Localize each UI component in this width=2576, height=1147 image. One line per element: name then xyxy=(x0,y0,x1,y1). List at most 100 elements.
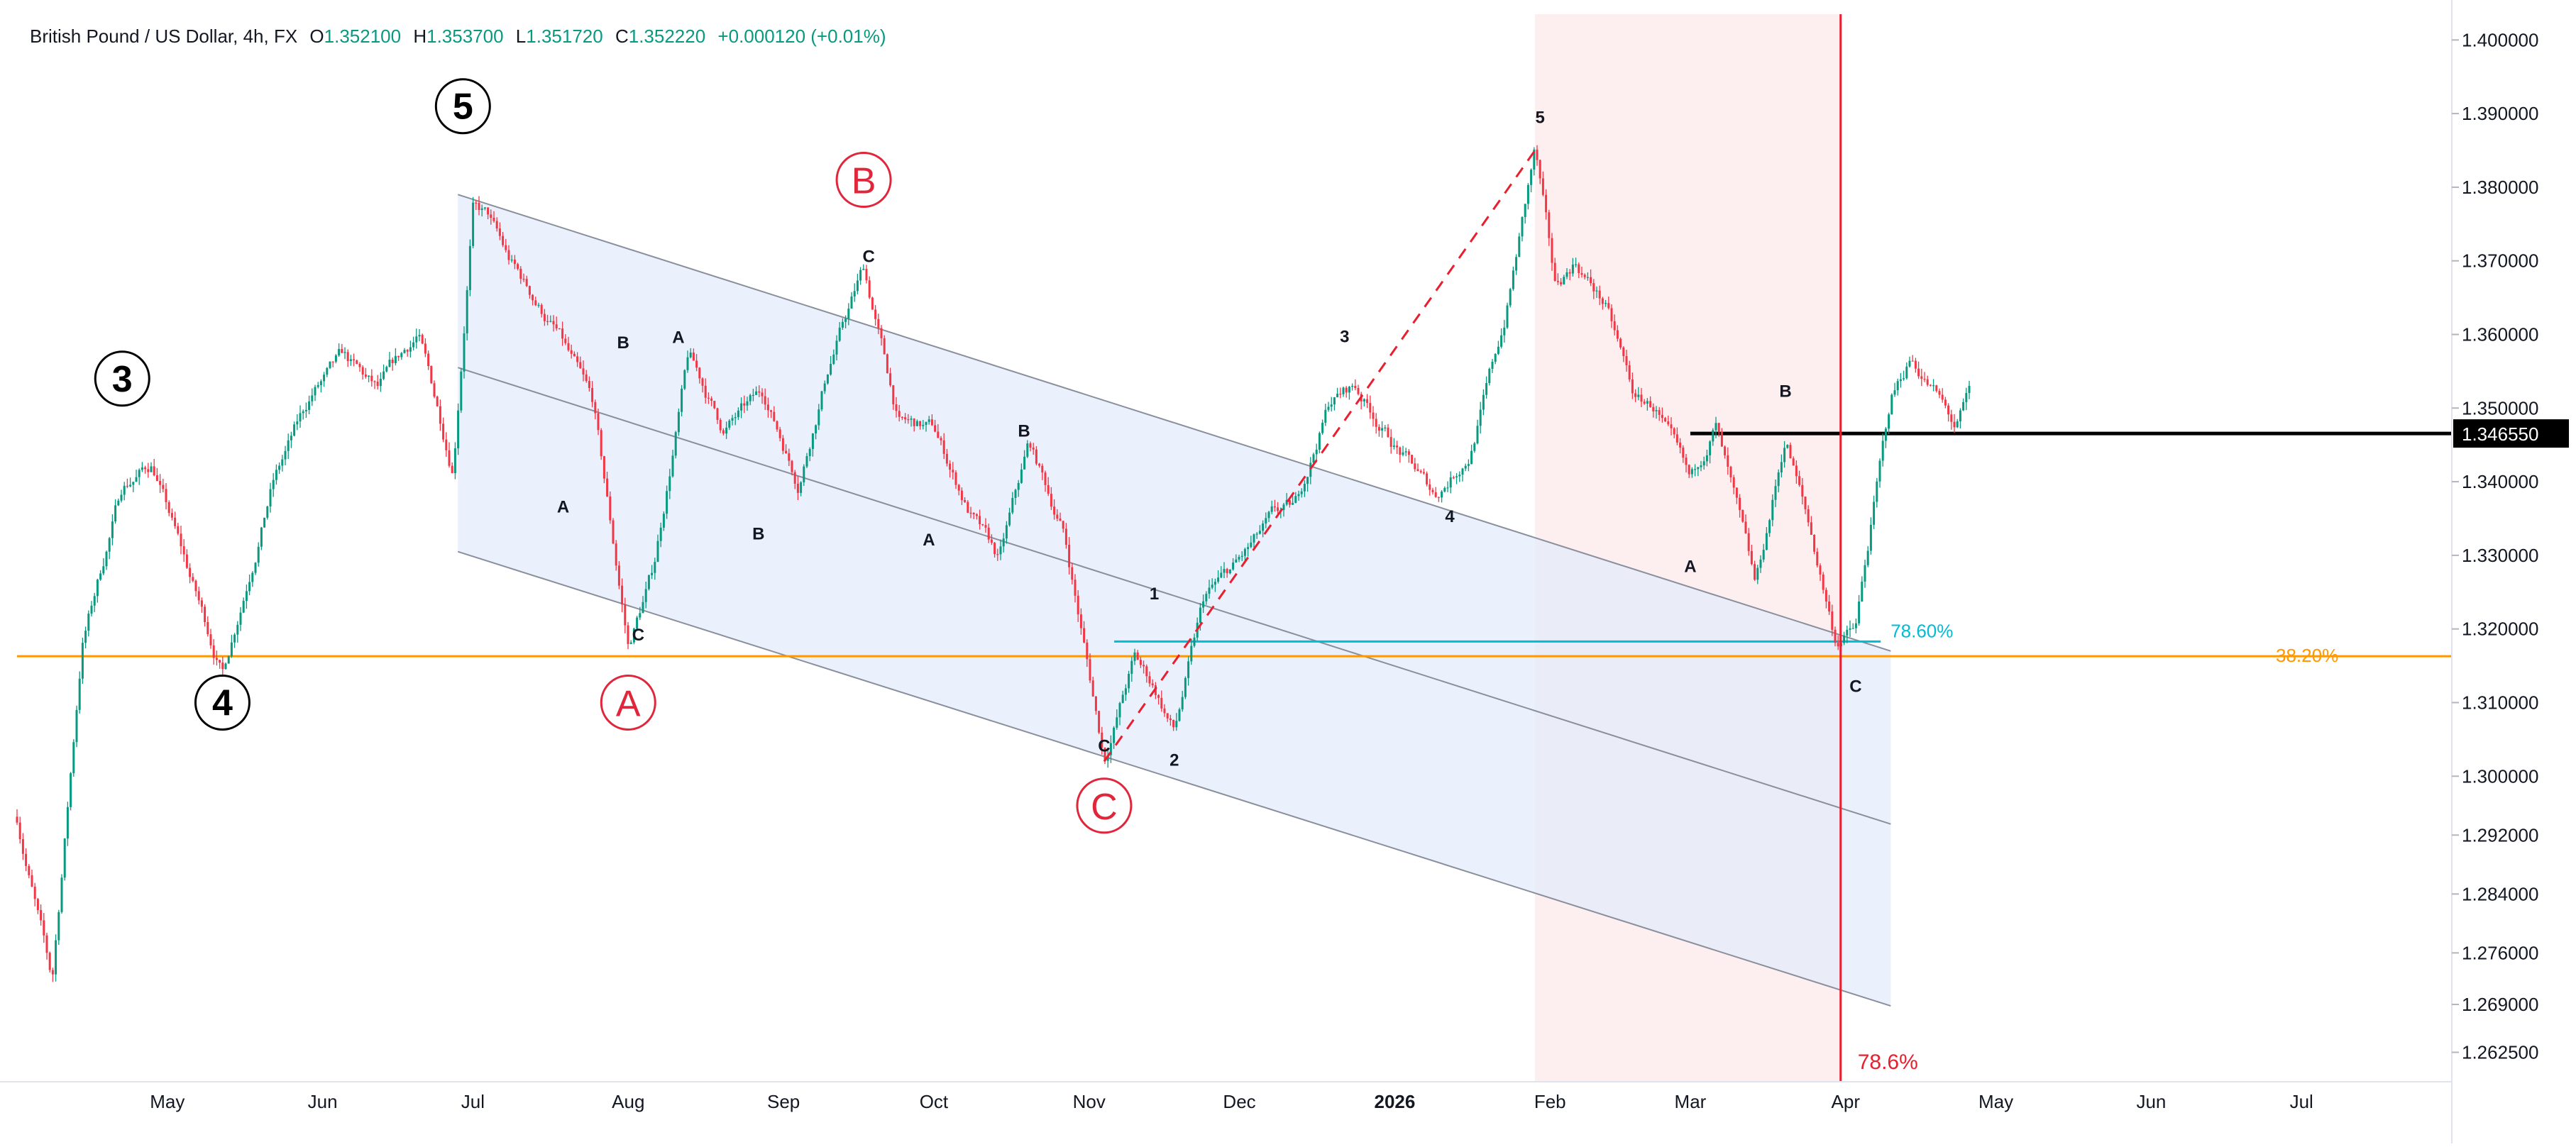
candle xyxy=(1491,359,1494,373)
candle-body xyxy=(805,456,808,467)
candle-body xyxy=(1404,451,1407,453)
candle xyxy=(1389,428,1392,454)
candle xyxy=(1762,543,1765,563)
candle-body xyxy=(1625,356,1628,365)
candle xyxy=(1300,488,1303,498)
candle xyxy=(197,586,200,605)
candle-body xyxy=(674,432,677,456)
candle-body xyxy=(406,350,409,352)
candle-body xyxy=(1452,477,1455,479)
candle-body xyxy=(1580,273,1583,275)
candle xyxy=(612,518,615,545)
candle xyxy=(207,616,209,637)
candle xyxy=(1467,459,1470,472)
candle xyxy=(957,484,960,496)
candle-body xyxy=(1768,520,1771,533)
symbol-title[interactable]: British Pound / US Dollar, 4h, FX xyxy=(30,26,298,47)
candle-body xyxy=(281,459,284,466)
candle-body xyxy=(1932,385,1935,387)
candle xyxy=(773,406,776,422)
candle-body xyxy=(874,309,877,319)
candle-body xyxy=(1801,484,1804,497)
candle xyxy=(1556,273,1559,285)
candle xyxy=(594,399,597,420)
candle-body xyxy=(752,394,754,397)
candle xyxy=(1634,389,1637,402)
candle-body xyxy=(1658,410,1661,415)
candle-body xyxy=(606,478,609,497)
wave-circle xyxy=(600,674,656,731)
candle-body xyxy=(194,580,197,592)
candle xyxy=(1754,560,1756,581)
candle xyxy=(1697,467,1700,477)
candle-body xyxy=(1327,406,1330,410)
candle xyxy=(746,397,749,411)
candle xyxy=(442,417,445,443)
candle xyxy=(275,464,277,485)
candle-body xyxy=(972,512,975,515)
candle xyxy=(1205,591,1208,605)
candle xyxy=(1062,520,1064,533)
candle-body xyxy=(1524,204,1526,217)
candle xyxy=(1605,299,1607,307)
candle xyxy=(421,333,424,345)
candle-body xyxy=(689,353,692,358)
candle xyxy=(1714,416,1717,438)
candle-body xyxy=(1512,270,1514,289)
candle-body xyxy=(731,418,734,421)
candle xyxy=(1670,417,1673,436)
candle-body xyxy=(400,353,403,358)
candle xyxy=(1211,578,1213,589)
candle xyxy=(1571,257,1574,277)
candle xyxy=(1541,171,1544,196)
candle xyxy=(1422,468,1425,475)
candle xyxy=(960,487,963,505)
candle xyxy=(764,388,766,410)
candle-body xyxy=(1899,379,1902,382)
candle-body xyxy=(1851,628,1854,629)
candle-body xyxy=(233,634,236,643)
candle-body xyxy=(1854,623,1857,628)
candle xyxy=(555,316,558,331)
candle-body xyxy=(1673,428,1675,435)
candle xyxy=(1285,493,1288,506)
candle xyxy=(400,352,403,360)
candle xyxy=(1145,664,1148,683)
wave-label-minor: B xyxy=(1779,382,1791,401)
candle-body xyxy=(540,304,543,314)
wave-label-minor: C xyxy=(1098,737,1110,756)
candle xyxy=(999,539,1002,560)
candle xyxy=(1717,422,1720,437)
candle-body xyxy=(957,484,960,491)
candle-body xyxy=(376,382,379,387)
candle-body xyxy=(1315,449,1318,455)
candle xyxy=(1458,471,1461,482)
candle xyxy=(1590,269,1592,287)
candle xyxy=(16,809,18,825)
candle-body xyxy=(453,448,456,473)
candle-body xyxy=(230,642,233,657)
candle xyxy=(761,388,764,404)
candle-body xyxy=(811,433,814,449)
candle-body xyxy=(105,551,108,567)
candle-body xyxy=(192,577,194,581)
candle xyxy=(311,388,314,406)
candle-body xyxy=(1292,502,1294,505)
candle-body xyxy=(796,483,799,493)
candle-body xyxy=(1288,499,1291,505)
candle xyxy=(48,951,51,973)
candle xyxy=(1911,355,1914,362)
candle xyxy=(832,349,835,365)
candle xyxy=(1402,445,1404,457)
candle xyxy=(51,968,54,982)
candle-body xyxy=(70,773,72,807)
candle xyxy=(1035,445,1037,466)
candle-body xyxy=(153,466,155,476)
candle-body xyxy=(1113,727,1116,743)
candle xyxy=(519,266,522,284)
candle xyxy=(43,913,45,943)
candle xyxy=(1935,384,1938,393)
candle-body xyxy=(1282,504,1285,510)
candle-body xyxy=(949,463,952,470)
